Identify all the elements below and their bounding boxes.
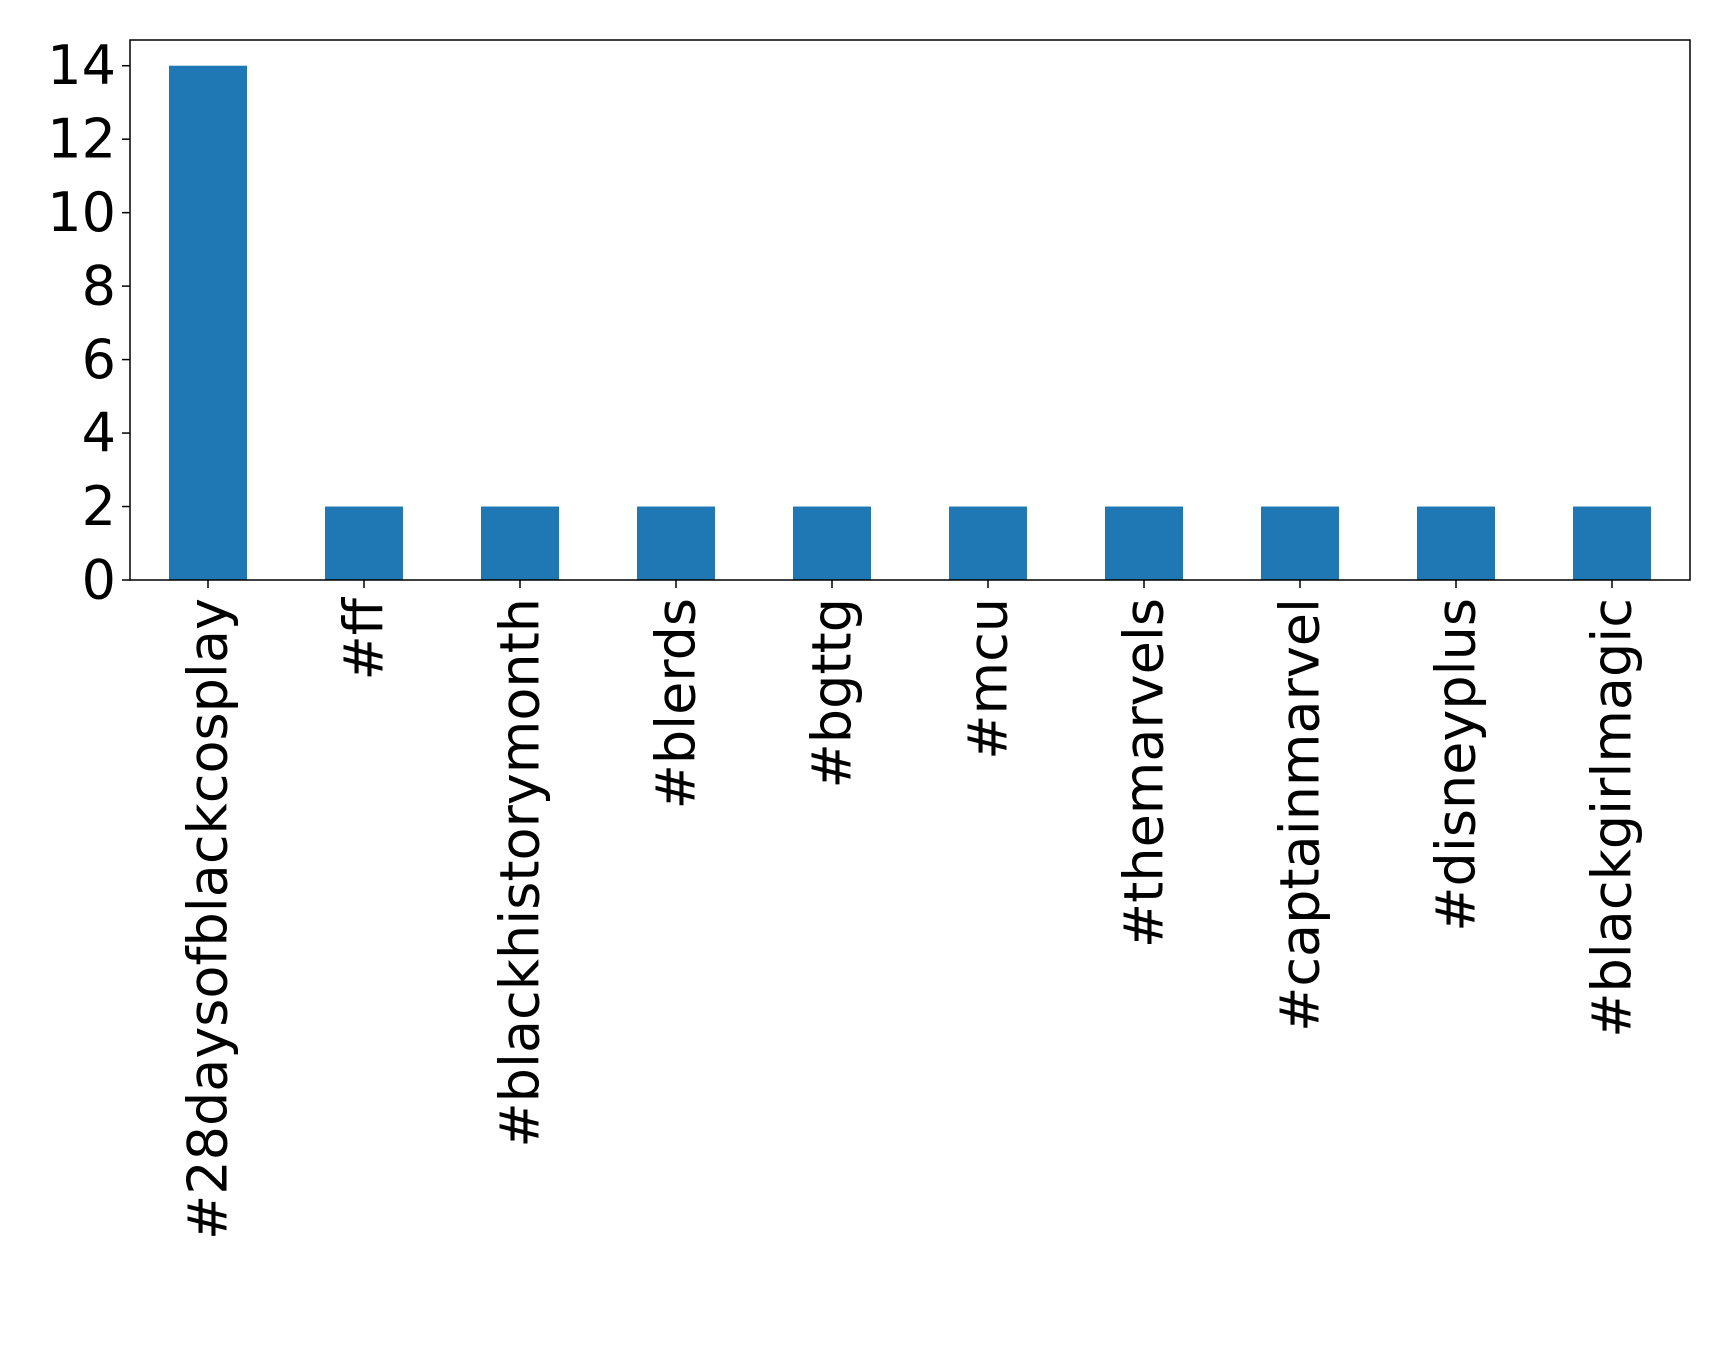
- y-tick-label: 10: [47, 181, 116, 244]
- bar: [481, 506, 559, 580]
- y-axis: 0 2 4 6 8 10 12 14: [47, 34, 130, 612]
- bar: [1573, 506, 1651, 580]
- x-tick-label: #disneyplus: [1425, 598, 1488, 932]
- y-tick-label: 6: [82, 328, 116, 391]
- x-axis: #28daysofblackcosplay #ff #blackhistorymon…: [177, 580, 1644, 1240]
- x-tick-label: #mcu: [957, 598, 1020, 760]
- x-tick-label: #blackgirlmagic: [1581, 598, 1644, 1038]
- bar: [325, 506, 403, 580]
- x-tick-label: #28daysofblackcosplay: [177, 598, 240, 1240]
- x-tick-label: #ff: [333, 596, 396, 680]
- y-tick-label: 2: [82, 475, 116, 538]
- bar: [1105, 506, 1183, 580]
- y-tick-label: 4: [82, 402, 116, 465]
- y-tick-label: 14: [47, 34, 116, 97]
- bar: [169, 65, 247, 580]
- y-tick-label: 0: [82, 549, 116, 612]
- x-tick-label: #captainmarvel: [1269, 598, 1332, 1032]
- x-tick-label: #bgttg: [801, 598, 864, 788]
- bar: [949, 506, 1027, 580]
- bar: [793, 506, 871, 580]
- bar: [637, 506, 715, 580]
- bar: [1417, 506, 1495, 580]
- x-tick-label: #themarvels: [1113, 598, 1176, 948]
- y-tick-label: 8: [82, 255, 116, 318]
- y-tick-label: 12: [47, 108, 116, 171]
- x-tick-label: #blerds: [645, 598, 708, 809]
- bar: [1261, 506, 1339, 580]
- plot-frame: [129, 39, 1691, 581]
- x-tick-label: #blackhistorymonth: [489, 598, 552, 1148]
- bars-group: [169, 65, 1651, 580]
